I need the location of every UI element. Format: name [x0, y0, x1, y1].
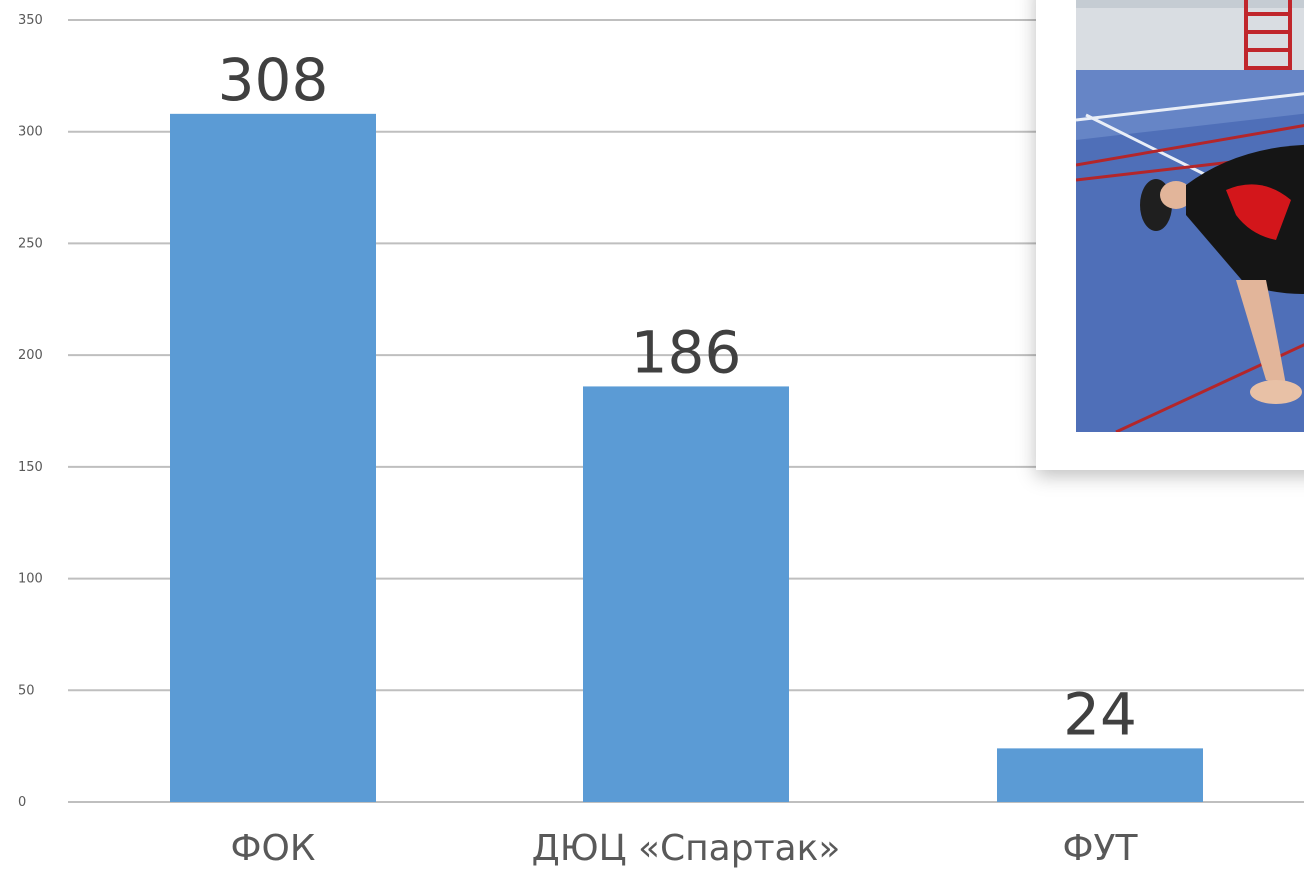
y-tick-label: 50 [18, 683, 35, 698]
y-tick-label: 0 [18, 795, 26, 810]
photo-card [1036, 0, 1304, 470]
bar [170, 113, 376, 803]
sports-hall-pushup-photo-icon [1076, 0, 1304, 432]
y-axis-ticks: 0 50 100 150 200 250 300 350 [18, 13, 43, 810]
data-label: 308 [218, 46, 329, 114]
y-tick-label: 150 [18, 460, 43, 475]
bars [170, 113, 1203, 803]
x-axis-ticks: ФОК ДЮЦ «Спартак» ФУТ [231, 828, 1139, 869]
y-tick-label: 200 [18, 348, 43, 363]
x-tick-label: ФУТ [1063, 828, 1139, 869]
data-labels: 308 186 24 [218, 46, 1137, 749]
data-label: 186 [631, 318, 742, 386]
bar [583, 386, 789, 802]
bar [997, 748, 1203, 802]
x-tick-label: ДЮЦ «Спартак» [532, 828, 841, 869]
data-label: 24 [1063, 680, 1137, 748]
y-tick-label: 250 [18, 236, 43, 251]
photo-drawing [1076, 0, 1304, 432]
y-tick-label: 300 [18, 125, 43, 140]
y-tick-label: 350 [18, 13, 43, 28]
x-tick-label: ФОК [231, 828, 316, 869]
y-tick-label: 100 [18, 572, 43, 587]
